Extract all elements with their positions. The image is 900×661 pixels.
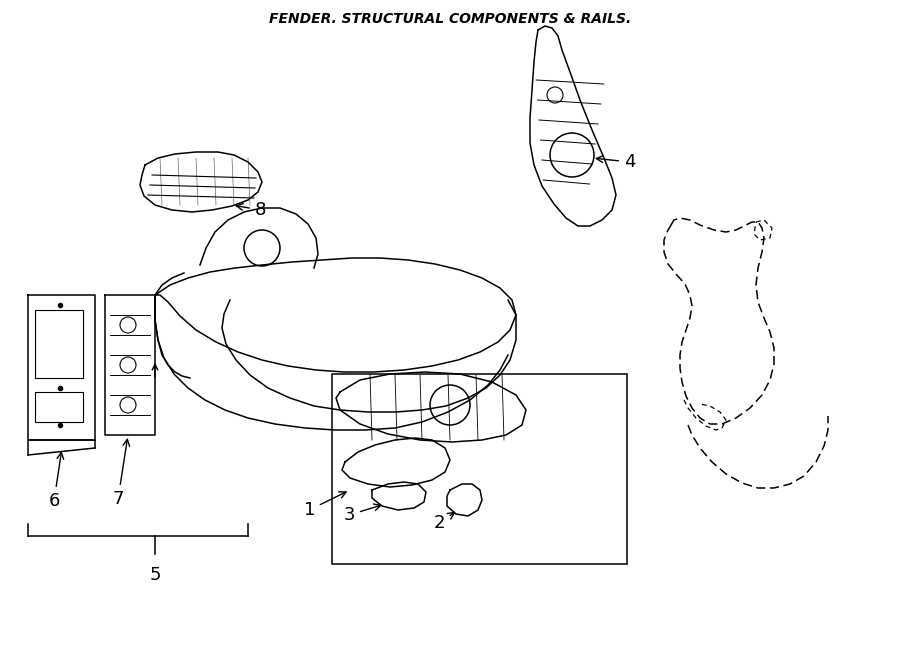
Text: 2: 2 — [434, 512, 454, 532]
Text: 4: 4 — [597, 153, 635, 171]
Text: 5: 5 — [149, 566, 161, 584]
Bar — [332, 374, 627, 564]
Text: FENDER. STRUCTURAL COMPONENTS & RAILS.: FENDER. STRUCTURAL COMPONENTS & RAILS. — [269, 12, 631, 26]
Text: 1: 1 — [303, 492, 346, 519]
Text: 3: 3 — [344, 504, 381, 524]
Text: 8: 8 — [237, 201, 266, 219]
Bar — [35, 310, 83, 378]
Bar — [35, 392, 83, 422]
Text: 6: 6 — [49, 452, 64, 510]
Text: 7: 7 — [112, 440, 130, 508]
